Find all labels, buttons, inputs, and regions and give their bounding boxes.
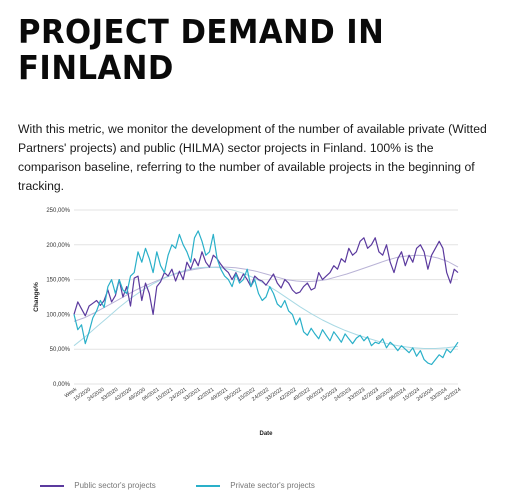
line-chart: 0,00% 50,00% 100,00% 150,00% 200,00% 250,00% C… <box>33 208 462 437</box>
series-line-private <box>73 230 459 366</box>
y-tick-label: 0,00% <box>53 382 71 388</box>
legend-item-private[interactable]: Private sector's projects <box>196 481 315 490</box>
y-tick-label: 100,00% <box>46 312 70 318</box>
legend-swatch-public <box>40 484 64 487</box>
legend-label-private: Private sector's projects <box>230 481 315 490</box>
title-line-2: FINLAND <box>18 48 174 87</box>
y-axis-label: Change% <box>33 282 40 312</box>
x-axis-label: Date <box>259 431 273 437</box>
legend-swatch-private <box>196 484 220 487</box>
legend-label-public: Public sector's projects <box>74 481 156 490</box>
y-tick-label: 150,00% <box>46 278 70 284</box>
y-tick-label: 50,00% <box>50 347 71 353</box>
trend-line-public <box>73 254 459 322</box>
y-tick-label: 200,00% <box>46 243 70 249</box>
description-text: With this metric, we monitor the develop… <box>18 122 487 193</box>
title-line-1: PROJECT DEMAND IN <box>18 12 385 51</box>
page-title: PROJECT DEMAND IN FINLAND <box>18 14 384 86</box>
legend-item-public[interactable]: Public sector's projects <box>40 481 156 490</box>
y-tick-label: 250,00% <box>46 208 70 214</box>
series-line-public <box>73 237 459 317</box>
